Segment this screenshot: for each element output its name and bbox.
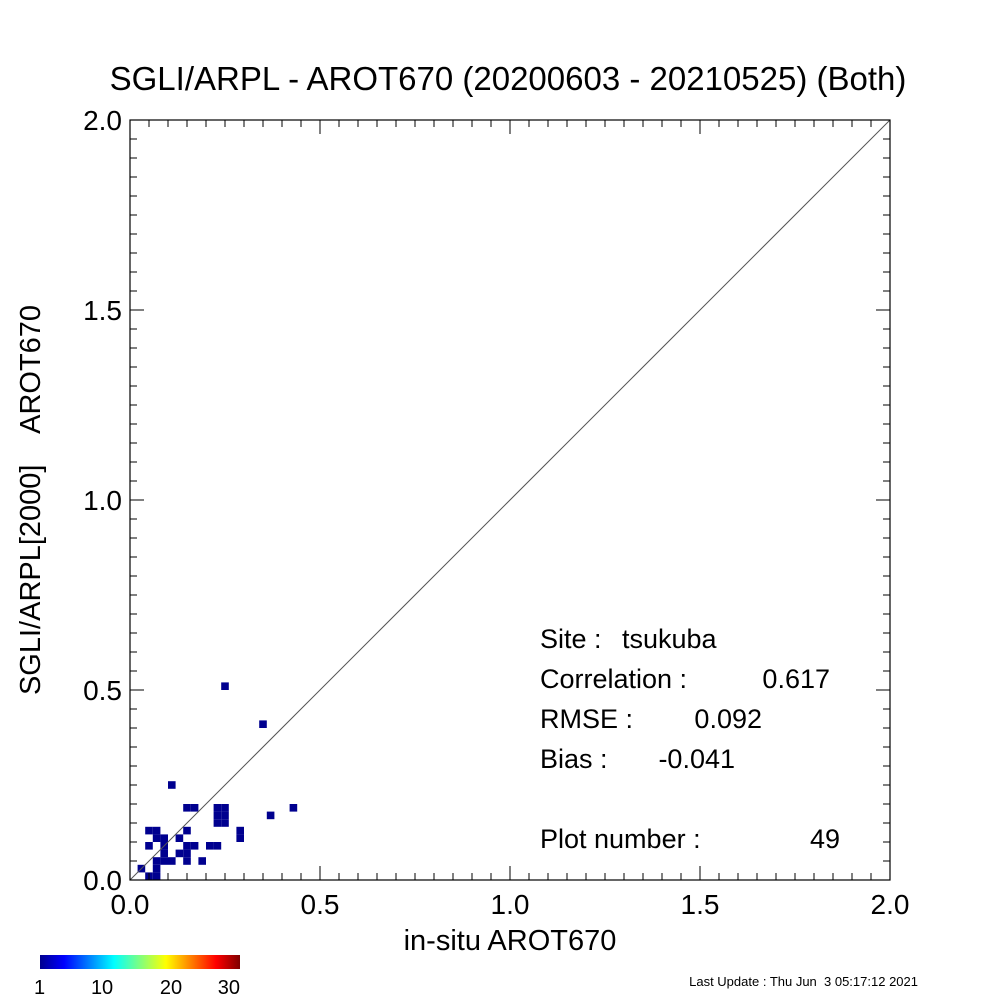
y-tick-label: 1.5 xyxy=(83,295,122,326)
density-cells xyxy=(137,682,298,880)
density-cell xyxy=(213,811,222,820)
stats-box: Site : tsukuba Correlation : 0.617 RMSE … xyxy=(540,624,840,854)
y-tick-label: 1.0 xyxy=(83,485,122,516)
y-tick-label: 0.5 xyxy=(83,675,122,706)
stat-plot-number-value: 49 xyxy=(810,824,840,854)
density-cell xyxy=(289,804,298,812)
density-cell xyxy=(198,857,206,865)
density-cell xyxy=(183,849,191,858)
colorbar-tick-labels: 1 10 20 30 xyxy=(34,977,240,999)
density-cell xyxy=(221,804,229,812)
density-cell xyxy=(213,819,222,827)
stat-bias-value: -0.041 xyxy=(658,744,735,774)
stat-bias-label: Bias : xyxy=(540,744,608,774)
density-cell xyxy=(206,842,214,850)
y-axis-label: SGLI/ARPL[2000] AROT670 xyxy=(15,305,47,695)
density-cell xyxy=(152,872,161,880)
axis-tick-labels: 0.0 0.5 1.0 1.5 2.0 0.0 0.5 1.0 1.5 2.0 xyxy=(83,105,909,920)
y-tick-label: 2.0 xyxy=(83,105,122,136)
chart-title: SGLI/ARPL - AROT670 (20200603 - 20210525… xyxy=(110,60,907,97)
density-cell xyxy=(168,781,176,789)
colorbar-tick-label: 30 xyxy=(218,977,240,999)
density-cell xyxy=(266,811,275,820)
density-cell xyxy=(183,804,191,812)
density-cell xyxy=(259,720,267,728)
density-cell xyxy=(221,682,229,690)
stat-rmse-value: 0.092 xyxy=(694,704,762,734)
density-cell xyxy=(183,826,191,835)
stat-site-label: Site : xyxy=(540,624,602,654)
x-axis-label: in-situ AROT670 xyxy=(404,925,617,957)
density-cell xyxy=(190,804,199,812)
density-cell xyxy=(213,804,222,812)
stat-correlation-label: Correlation : xyxy=(540,664,687,694)
density-cell xyxy=(221,819,229,827)
x-tick-label: 0.0 xyxy=(111,889,150,920)
last-update-text: Last Update : Thu Jun 3 05:17:12 2021 xyxy=(689,974,918,989)
density-cell xyxy=(236,834,244,842)
axis-ticks xyxy=(129,119,891,881)
colorbar-tick-label: 1 xyxy=(34,977,45,999)
density-cell xyxy=(160,849,168,858)
density-cell xyxy=(183,842,191,850)
density-cell xyxy=(175,834,184,842)
stat-rmse-label: RMSE : xyxy=(540,704,633,734)
x-tick-label: 1.0 xyxy=(491,889,530,920)
stat-plot-number-label: Plot number : xyxy=(540,824,701,854)
colorbar xyxy=(40,955,240,969)
density-cell xyxy=(183,857,191,865)
x-tick-label: 0.5 xyxy=(301,889,340,920)
stat-site-value: tsukuba xyxy=(622,624,718,654)
density-cell xyxy=(145,826,153,835)
one-to-one-line xyxy=(129,119,891,881)
y-tick-label: 0.0 xyxy=(83,865,122,896)
density-cell xyxy=(145,842,153,850)
density-cell xyxy=(160,857,168,865)
density-cell xyxy=(160,834,168,842)
colorbar-tick-label: 10 xyxy=(91,977,113,999)
density-cell xyxy=(152,834,161,842)
density-cell xyxy=(213,842,222,850)
density-cell xyxy=(152,864,161,873)
colorbar-tick-label: 20 xyxy=(160,977,182,999)
x-tick-label: 1.5 xyxy=(681,889,720,920)
density-cell xyxy=(175,849,184,858)
density-cell xyxy=(168,857,176,865)
x-tick-label: 2.0 xyxy=(871,889,910,920)
density-cell xyxy=(236,826,244,835)
density-cell xyxy=(152,857,161,865)
stat-correlation-value: 0.617 xyxy=(762,664,830,694)
density-cell xyxy=(190,842,199,850)
density-cell xyxy=(152,826,161,835)
density-cell xyxy=(221,811,229,820)
